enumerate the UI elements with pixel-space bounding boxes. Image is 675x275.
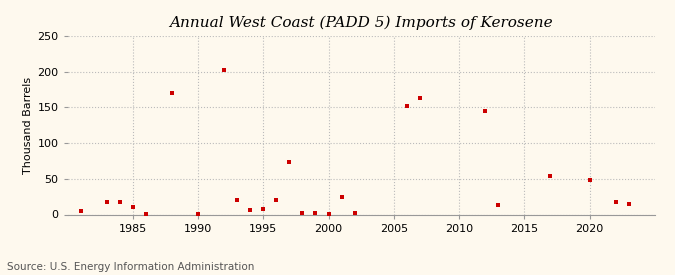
Point xyxy=(414,96,425,100)
Point xyxy=(349,211,360,215)
Title: Annual West Coast (PADD 5) Imports of Kerosene: Annual West Coast (PADD 5) Imports of Ke… xyxy=(169,16,553,31)
Point xyxy=(284,160,295,164)
Point xyxy=(402,104,412,108)
Point xyxy=(297,211,308,215)
Point xyxy=(101,199,112,204)
Point xyxy=(336,194,347,199)
Point xyxy=(128,204,138,209)
Point xyxy=(192,211,203,216)
Point xyxy=(610,200,621,205)
Point xyxy=(545,174,556,178)
Point xyxy=(493,203,504,207)
Point xyxy=(310,211,321,215)
Point xyxy=(114,200,125,205)
Point xyxy=(584,178,595,182)
Point xyxy=(219,68,230,72)
Point xyxy=(140,211,151,216)
Point xyxy=(245,208,256,212)
Point xyxy=(623,202,634,207)
Point xyxy=(323,211,334,216)
Point xyxy=(258,207,269,211)
Text: Source: U.S. Energy Information Administration: Source: U.S. Energy Information Administ… xyxy=(7,262,254,272)
Point xyxy=(480,109,491,113)
Point xyxy=(271,198,281,202)
Point xyxy=(75,209,86,213)
Point xyxy=(232,198,242,202)
Y-axis label: Thousand Barrels: Thousand Barrels xyxy=(23,76,33,174)
Point xyxy=(167,91,178,95)
